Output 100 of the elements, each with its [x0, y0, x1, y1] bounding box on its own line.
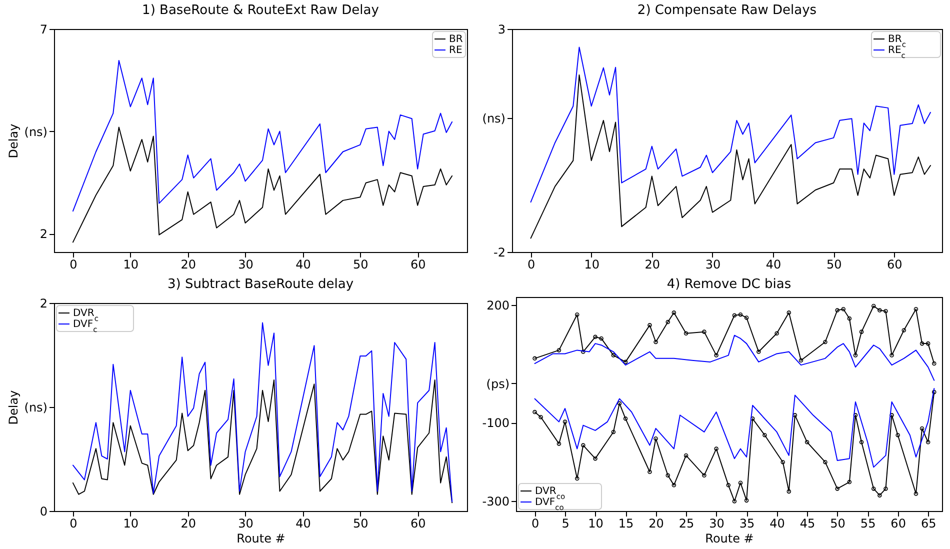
x-tick-label: 20	[180, 516, 196, 530]
point	[798, 358, 804, 363]
y-tick-label: (ns)	[482, 112, 506, 126]
point	[556, 348, 562, 352]
x-tick-label: 50	[830, 516, 846, 530]
point	[726, 483, 731, 488]
x-tick-label: 55	[860, 516, 876, 530]
x-tick-label: 30	[238, 516, 254, 530]
x-tick-label: 60	[887, 258, 902, 272]
point	[847, 480, 852, 484]
point	[744, 316, 749, 320]
point	[623, 416, 628, 421]
line-series	[72, 126, 453, 243]
x-axis-title: Route #	[236, 532, 286, 546]
point	[666, 320, 670, 324]
point	[623, 360, 628, 364]
point	[835, 308, 840, 312]
y-tick-label: (ps)	[486, 376, 510, 391]
x-tick-label: 40	[296, 516, 311, 530]
point	[823, 460, 828, 464]
line-series	[534, 388, 935, 468]
point	[611, 430, 616, 434]
point	[672, 483, 676, 488]
point	[890, 353, 894, 358]
point	[896, 432, 900, 438]
point	[853, 413, 858, 418]
point	[859, 330, 864, 334]
point	[648, 470, 652, 474]
point	[666, 473, 670, 478]
x-tick-label: 35	[739, 516, 755, 530]
point	[878, 493, 882, 498]
point	[756, 350, 761, 354]
legend-label: RE	[449, 45, 462, 56]
x-tick-label: 50	[353, 516, 368, 530]
point	[914, 307, 918, 312]
point	[714, 353, 718, 358]
x-tick-label: 40	[296, 258, 311, 272]
x-tick-label: 0	[70, 516, 78, 530]
point	[786, 310, 792, 315]
point	[884, 308, 888, 314]
x-tick-label: 10	[584, 258, 600, 272]
point	[714, 446, 718, 451]
point	[593, 456, 598, 461]
point	[702, 330, 706, 334]
point	[871, 486, 876, 491]
point	[684, 453, 688, 458]
chart-title: 2) Compensate Raw Delays	[637, 3, 817, 18]
point	[593, 334, 598, 340]
chart-title: 4) Remove DC bias	[666, 277, 792, 292]
point	[847, 316, 852, 321]
point	[902, 328, 906, 332]
point	[920, 426, 924, 431]
legend-label: BR	[449, 34, 463, 45]
x-tick-label: 10	[588, 516, 604, 530]
line-series	[72, 379, 453, 504]
x-tick-label: 45	[800, 516, 816, 530]
point	[702, 473, 706, 478]
x-tick-label: 60	[410, 258, 426, 272]
x-tick-label: 30	[705, 258, 721, 272]
y-tick-label: 3	[498, 22, 506, 36]
point	[786, 489, 792, 494]
x-tick-label: 20	[180, 258, 196, 272]
x-tick-label: 40	[766, 258, 782, 272]
x-tick-label: 30	[238, 258, 254, 272]
point	[762, 432, 767, 438]
line-series	[530, 74, 931, 239]
point	[654, 436, 658, 441]
point	[835, 486, 840, 491]
y-tick-label: 7	[40, 22, 48, 36]
x-tick-label: 60	[410, 516, 426, 530]
line-series	[72, 60, 453, 212]
point	[617, 401, 622, 406]
point	[611, 353, 616, 358]
point	[574, 312, 580, 317]
point	[744, 498, 749, 503]
point	[890, 413, 894, 418]
point	[926, 440, 930, 444]
y-tick-label: 200	[486, 298, 510, 313]
point	[804, 440, 810, 444]
point	[581, 443, 586, 448]
x-tick-label: 50	[353, 258, 368, 272]
y-tick-label: 0	[40, 504, 48, 518]
point	[780, 460, 785, 464]
chart-title: 3) Subtract BaseRoute delay	[167, 277, 354, 292]
x-tick-label: 0	[531, 516, 540, 530]
point	[732, 313, 737, 318]
x-tick-label: 0	[527, 258, 536, 272]
point	[599, 336, 604, 341]
x-tick-label: 0	[70, 258, 78, 272]
point	[792, 413, 798, 418]
point	[884, 486, 888, 491]
y-tick-label: -100	[482, 416, 510, 430]
point	[672, 310, 676, 315]
point	[859, 440, 864, 444]
x-tick-label: 15	[618, 516, 634, 530]
line-series	[530, 46, 931, 203]
point	[853, 353, 858, 358]
x-tick-label: 20	[644, 258, 660, 272]
x-tick-label: 40	[770, 516, 785, 530]
y-tick-label: 2	[40, 227, 48, 242]
